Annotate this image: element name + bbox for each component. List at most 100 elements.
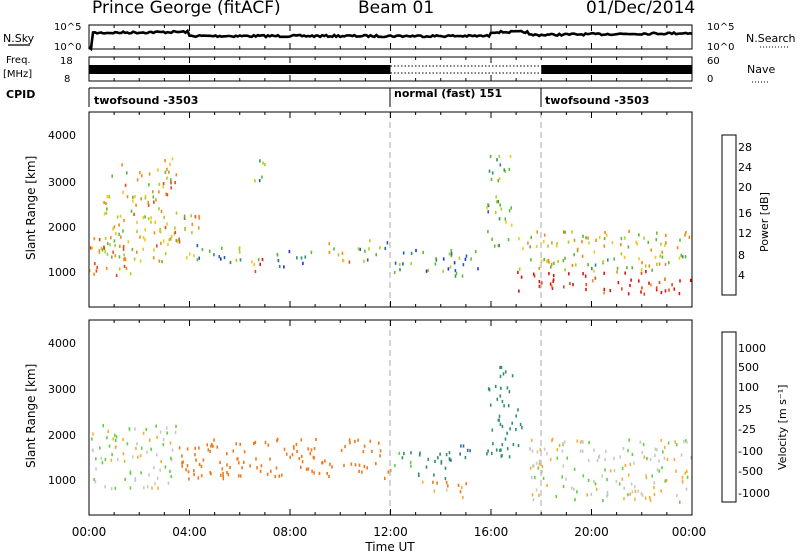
velocity-cell [459,452,461,456]
power-cell [254,269,257,274]
power-cell [379,246,381,250]
power-cell [106,207,108,211]
power-cell [278,264,281,269]
velocity-cell [143,486,145,490]
power-cell [122,229,124,233]
velocity-cell [398,451,401,455]
power-cell [152,190,154,194]
velocity-cell [210,443,213,447]
power-cell [93,237,96,241]
power-cell [668,261,670,265]
velocity-cell [645,476,648,480]
power-cell [495,195,497,199]
power-cell [208,249,211,253]
power-cbar-tick-16: 16 [738,207,752,220]
power-cell [611,241,614,245]
velocity-cell [222,474,224,479]
power-cell [161,260,163,264]
nsky-trace [88,28,693,52]
power-cell [160,209,163,213]
velocity-cell [447,484,449,488]
velocity-cell [466,448,469,452]
velocity-cell [507,404,510,408]
velocity-cell [561,449,564,453]
power-cell [518,237,520,241]
velocity-cell [219,460,221,465]
power-scatter [89,154,692,296]
velocity-cell [206,443,208,447]
velocity-cell [387,470,390,474]
velocity-cell [529,466,532,470]
power-cell [497,200,500,204]
power-cell [120,235,122,239]
velocity-cell [686,440,688,444]
velocity-cell [683,440,685,444]
velocity-cell [566,456,568,460]
power-cell [543,233,546,237]
velocity-cell [676,493,678,497]
power-cell [402,262,404,266]
power-cell [661,255,664,259]
power-cell [170,234,173,238]
velocity-cell [159,468,161,472]
velocity-cell [170,474,173,479]
power-cell [679,238,681,242]
power-cell [458,256,461,260]
power-cell [598,235,601,240]
velocity-cell [500,448,502,452]
power-cell [148,183,150,187]
power-y-axis: 4000 3000 2000 1000 [48,129,76,279]
power-cell [114,244,116,248]
power-cell [434,262,437,266]
velocity-cell [640,492,643,496]
power-cell [198,214,200,218]
power-cell [635,240,637,244]
velocity-cell [517,408,519,412]
power-cell [595,238,597,242]
power-cell [603,271,605,275]
power-cell [113,225,116,229]
velocity-cell [104,485,106,489]
power-cell [333,247,335,251]
power-colorbar-frame [721,134,737,296]
velocity-cell [348,438,351,442]
velocity-cell [193,469,195,473]
velocity-cell [122,452,125,456]
power-cell [169,237,172,241]
power-cell [556,242,558,246]
velocity-cell [324,459,326,463]
velocity-cell [200,474,203,478]
velocity-cell [358,463,361,467]
velocity-cell [112,437,115,441]
velocity-cell [227,473,230,477]
power-cell [264,163,266,167]
velocity-cell [606,494,608,498]
velocity-cell [139,454,142,458]
velocity-cell [95,457,97,461]
velocity-cell [326,471,328,476]
velocity-cell [515,427,517,432]
velocity-cell [171,448,174,452]
power-cell [497,179,499,183]
power-cell [103,245,105,249]
power-cell [93,272,95,276]
velocity-cell [532,498,535,502]
power-cell [218,255,221,259]
velocity-cell [469,449,471,453]
power-cell [254,179,256,183]
power-cell [664,262,667,266]
velocity-cell [661,466,663,470]
velocity-cell [587,458,590,463]
power-cell [569,281,571,286]
power-cell [366,258,369,262]
power-cell [563,230,565,234]
power-cell [500,207,503,211]
power-cbar-tick-20: 20 [738,181,752,194]
velocity-cell [502,372,505,376]
power-cell [166,193,169,197]
power-cell [164,226,167,230]
power-cell [139,171,141,175]
power-cell [532,272,535,276]
velocity-cell [181,461,183,465]
power-cell [170,186,172,190]
